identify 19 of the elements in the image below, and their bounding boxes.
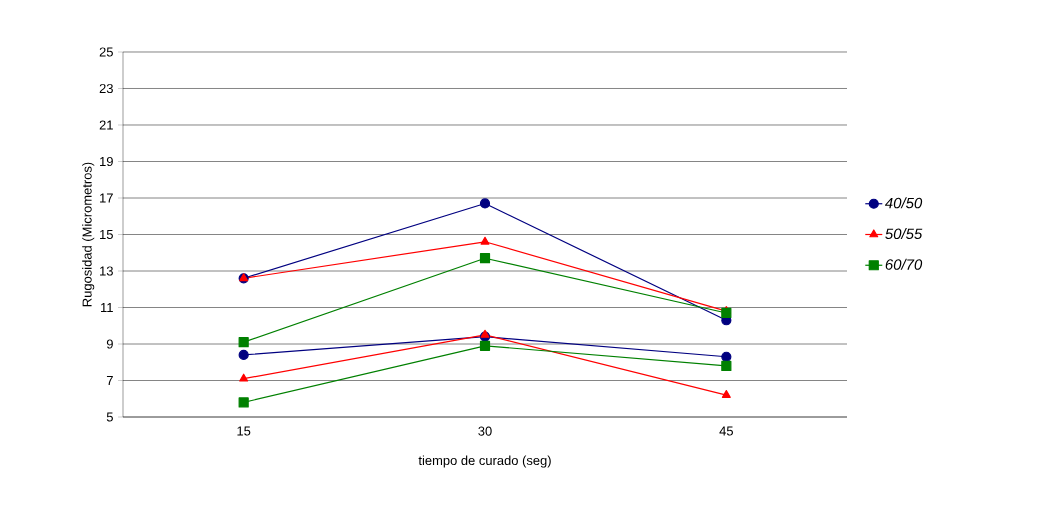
y-tick-label: 23	[99, 83, 113, 94]
y-tick-label: 5	[106, 412, 113, 422]
y-tick-label: 9	[106, 339, 113, 349]
y-tick-label: 15	[100, 229, 113, 240]
x-axis-title: tiempo de curado (seg)	[418, 455, 551, 468]
y-tick-label: 11	[101, 303, 113, 312]
y-tick-label: 21	[99, 120, 113, 130]
y-tick-label: 13	[100, 266, 113, 276]
y-tick-label: 19	[100, 156, 113, 167]
y-tick-label: 7	[106, 376, 113, 385]
legend-label: 60/70	[885, 258, 923, 270]
legend-label: 40/50	[884, 197, 923, 209]
y-tick-label: 25	[99, 47, 113, 57]
x-tick-label: 30	[478, 426, 492, 436]
x-tick-label: 15	[237, 426, 251, 436]
x-tick-label: 45	[719, 426, 733, 436]
y-tick-label: 17	[100, 193, 113, 203]
legend-label: 50/55	[885, 228, 923, 240]
y-axis-title: Rugosidad (Micrometros)	[82, 162, 95, 307]
